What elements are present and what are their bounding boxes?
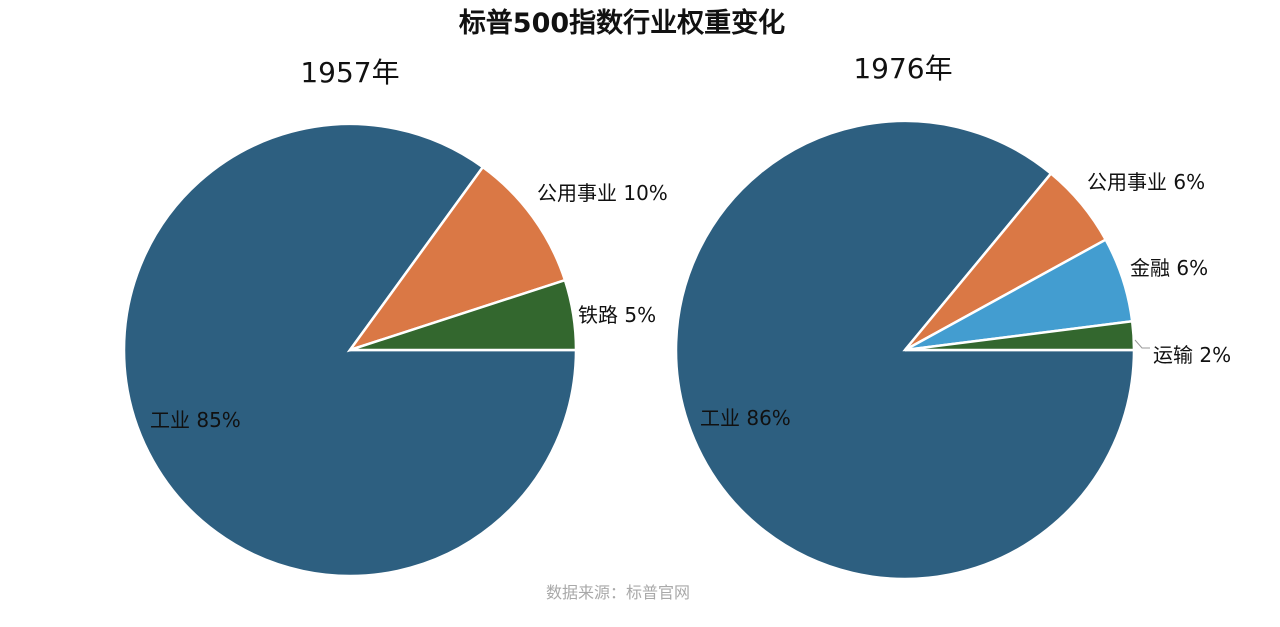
pie-1976: 工业 86% 公用事业 6% 金融 6% 运输 2%	[674, 119, 1231, 581]
pie-slice-3	[904, 319, 1136, 352]
chart-title: 标普500指数行业权重变化	[459, 7, 785, 39]
pie-title-1957: 1957年	[300, 56, 399, 89]
pie-slice-label-0: 工业 86%	[700, 406, 791, 430]
pie-slice-1	[346, 165, 567, 353]
pie-slice-2	[349, 278, 578, 352]
pie-slice-label-2: 铁路 5%	[578, 303, 656, 327]
pie-slice-label-3: 运输 2%	[1153, 343, 1231, 367]
pie-slice-label-2: 金融 6%	[1130, 256, 1208, 280]
source-note: 数据来源：标普官网	[546, 583, 690, 602]
label-leader-line	[1134, 339, 1150, 349]
pie-1957: 工业 85% 公用事业 10% 铁路 5%	[122, 122, 668, 578]
pie-title-1976: 1976年	[853, 52, 952, 85]
pie-slice-label-1: 公用事业 6%	[1087, 170, 1205, 194]
pie-slice-label-1: 公用事业 10%	[537, 181, 668, 205]
pie-slice-label-0: 工业 85%	[150, 408, 241, 432]
